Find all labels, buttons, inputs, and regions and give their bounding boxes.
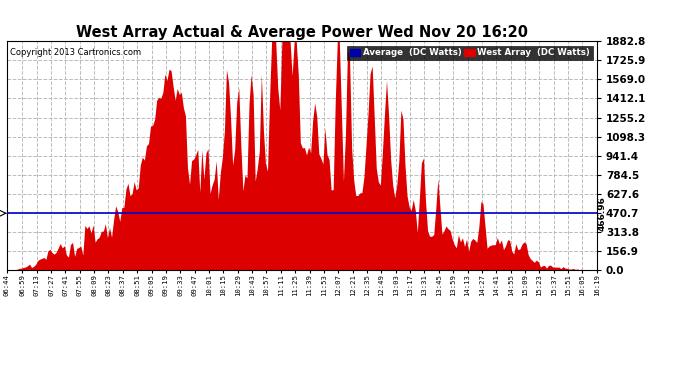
Text: 466.96: 466.96	[598, 196, 607, 231]
Text: Copyright 2013 Cartronics.com: Copyright 2013 Cartronics.com	[10, 48, 141, 57]
Legend: Average  (DC Watts), West Array  (DC Watts): Average (DC Watts), West Array (DC Watts…	[348, 45, 593, 60]
Text: 466.96: 466.96	[0, 196, 2, 231]
Title: West Array Actual & Average Power Wed Nov 20 16:20: West Array Actual & Average Power Wed No…	[76, 25, 528, 40]
